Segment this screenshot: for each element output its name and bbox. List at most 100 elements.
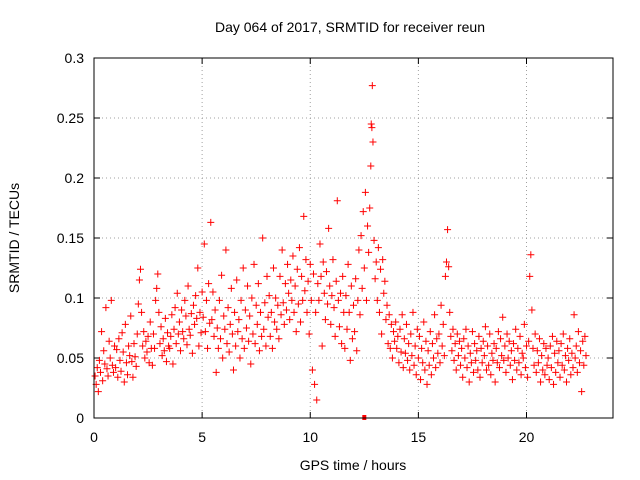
- data-point: [246, 312, 254, 320]
- data-point: [492, 344, 500, 352]
- data-point: [104, 372, 112, 380]
- data-point: [425, 361, 433, 369]
- data-point: [292, 328, 300, 336]
- data-points: [91, 82, 590, 420]
- data-point: [167, 332, 175, 340]
- data-point: [317, 272, 325, 280]
- data-point: [381, 277, 389, 285]
- data-point: [334, 296, 342, 304]
- data-point: [291, 282, 299, 290]
- data-point: [327, 320, 335, 328]
- data-point: [208, 316, 216, 324]
- data-point: [181, 296, 189, 304]
- data-point: [286, 316, 294, 324]
- data-point: [582, 352, 590, 360]
- x-tick-label: 10: [302, 429, 318, 445]
- data-point: [261, 299, 269, 307]
- data-point: [375, 308, 383, 316]
- data-point: [305, 330, 313, 338]
- data-point: [231, 308, 239, 316]
- data-point: [542, 344, 550, 352]
- data-point: [466, 349, 474, 357]
- data-point: [178, 306, 186, 314]
- data-point: [318, 342, 326, 350]
- data-point: [188, 349, 196, 357]
- data-point: [480, 352, 488, 360]
- data-point: [535, 335, 543, 343]
- data-point: [341, 344, 349, 352]
- data-point: [311, 380, 319, 388]
- data-point: [148, 361, 156, 369]
- data-point: [275, 335, 283, 343]
- data-point: [532, 368, 540, 376]
- data-point: [474, 366, 482, 374]
- data-point: [417, 376, 425, 384]
- data-point: [351, 328, 359, 336]
- data-point: [355, 246, 363, 254]
- data-point: [391, 337, 399, 345]
- data-point: [96, 368, 104, 376]
- data-point: [547, 364, 555, 372]
- data-point: [357, 232, 365, 240]
- data-point: [237, 296, 245, 304]
- data-point: [299, 296, 307, 304]
- data-point: [362, 296, 370, 304]
- data-point: [537, 378, 545, 386]
- data-point: [515, 359, 523, 367]
- data-point: [407, 330, 415, 338]
- data-point: [356, 311, 364, 319]
- data-point: [218, 271, 226, 279]
- x-axis-title: GPS time / hours: [300, 457, 407, 473]
- data-point: [265, 292, 273, 300]
- data-point: [368, 82, 376, 90]
- data-point: [198, 288, 206, 296]
- data-point: [251, 340, 259, 348]
- data-point: [187, 310, 195, 318]
- data-point: [220, 312, 228, 320]
- data-point: [517, 371, 525, 379]
- data-point: [414, 354, 422, 362]
- data-point: [278, 246, 286, 254]
- data-point: [249, 330, 257, 338]
- data-point: [161, 314, 169, 322]
- data-point: [105, 337, 113, 345]
- data-point: [98, 328, 106, 336]
- x-tick-label: 0: [90, 429, 98, 445]
- data-point: [519, 354, 527, 362]
- data-point: [106, 354, 114, 362]
- data-point: [367, 162, 375, 170]
- data-point: [560, 366, 568, 374]
- data-point: [172, 340, 180, 348]
- data-point: [527, 251, 535, 259]
- data-point: [550, 380, 558, 388]
- data-point: [321, 316, 329, 324]
- y-tick-label: 0.25: [57, 110, 84, 126]
- data-point: [437, 301, 445, 309]
- data-point: [520, 320, 528, 328]
- data-point: [504, 354, 512, 362]
- data-point: [449, 325, 457, 333]
- data-point: [314, 280, 322, 288]
- data-point: [473, 347, 481, 355]
- data-point: [268, 344, 276, 352]
- data-point: [344, 260, 352, 268]
- data-point: [454, 352, 462, 360]
- data-point: [579, 337, 587, 345]
- data-point: [544, 354, 552, 362]
- data-point: [152, 296, 160, 304]
- data-point: [457, 361, 465, 369]
- data-point: [370, 236, 378, 244]
- data-point: [563, 378, 571, 386]
- data-point: [326, 282, 334, 290]
- data-point: [440, 352, 448, 360]
- data-point: [481, 323, 489, 331]
- data-point: [160, 347, 168, 355]
- data-point: [115, 335, 123, 343]
- data-point: [352, 275, 360, 283]
- data-point: [581, 332, 589, 340]
- data-point: [225, 348, 233, 356]
- data-point: [479, 337, 487, 345]
- data-point: [153, 284, 161, 292]
- data-point: [133, 330, 141, 338]
- data-point: [196, 308, 204, 316]
